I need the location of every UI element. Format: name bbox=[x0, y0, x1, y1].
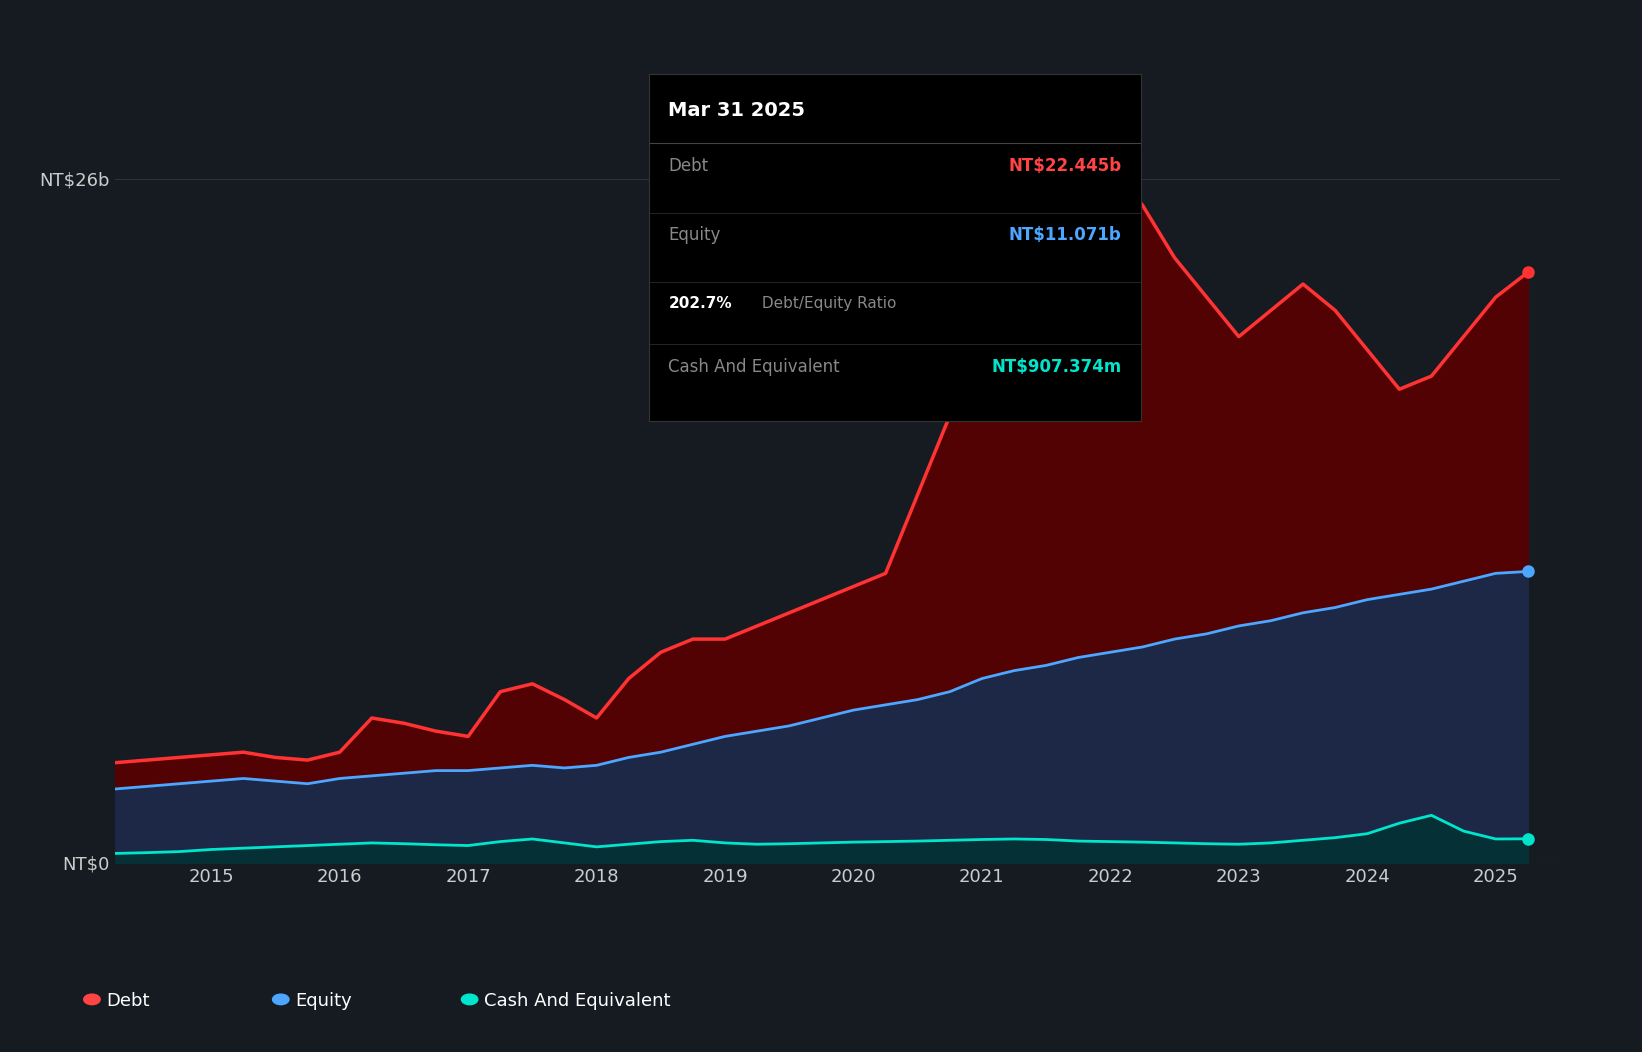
Text: NT$11.071b: NT$11.071b bbox=[1008, 226, 1121, 244]
Text: Debt/Equity Ratio: Debt/Equity Ratio bbox=[757, 296, 897, 310]
Text: NT$22.445b: NT$22.445b bbox=[1008, 157, 1121, 175]
Text: Cash And Equivalent: Cash And Equivalent bbox=[668, 359, 841, 377]
Text: Cash And Equivalent: Cash And Equivalent bbox=[484, 992, 672, 1010]
Text: NT$907.374m: NT$907.374m bbox=[992, 359, 1121, 377]
Text: Equity: Equity bbox=[668, 226, 721, 244]
Text: Mar 31 2025: Mar 31 2025 bbox=[668, 101, 805, 120]
Text: Debt: Debt bbox=[107, 992, 149, 1010]
Text: Debt: Debt bbox=[668, 157, 708, 175]
Text: Equity: Equity bbox=[296, 992, 353, 1010]
Text: 202.7%: 202.7% bbox=[668, 296, 732, 310]
